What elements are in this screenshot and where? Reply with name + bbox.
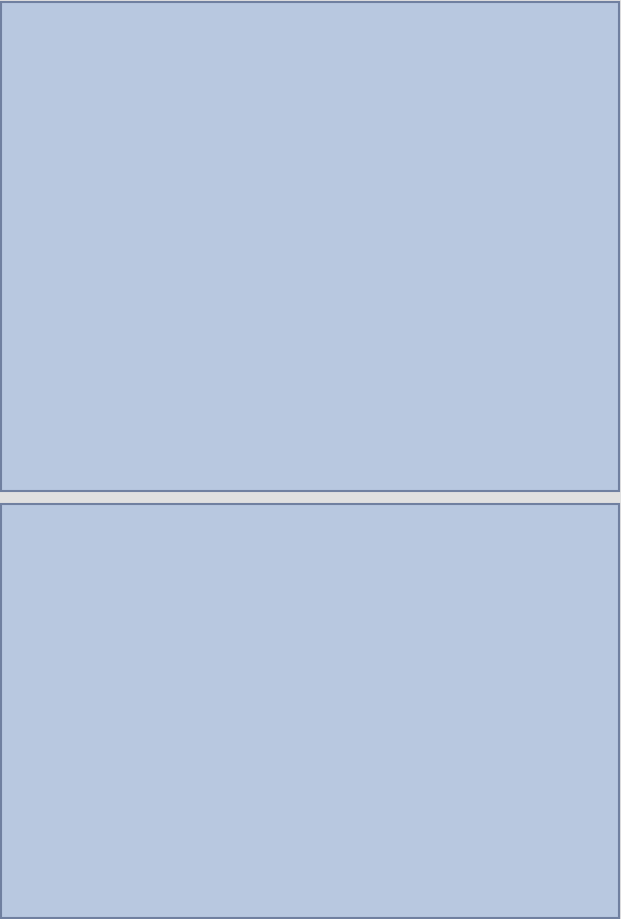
Text: 15. one –tailed ,σ is unknown, α = 0.025, n = 9: 15. one –tailed ,σ is unknown, α = 0.025… — [9, 874, 503, 893]
Text: Determine the critical value/s:: Determine the critical value/s: — [37, 22, 375, 42]
Text: 11. right –tailed ,σ is unknown, α = 0.005, n = 26: 11. right –tailed ,σ is unknown, α = 0.0… — [9, 693, 526, 712]
Text: 2. two –tailed ,$\alpha$ = 0.05, $n$ = 51: 2. two –tailed ,$\alpha$ = 0.05, $n$ = 5… — [16, 123, 473, 152]
FancyBboxPatch shape — [1, 2, 619, 491]
Text: Determine the critical value/s:: Determine the critical value/s: — [12, 512, 308, 531]
Text: 12. two –tailed ,σ is unknown, α = 0.025, n = 11: 12. two –tailed ,σ is unknown, α = 0.025… — [9, 738, 515, 758]
Text: 1. left –tailed , $\alpha$ = 0.025, $n$ = 48: 1. left –tailed , $\alpha$ = 0.025, $n$ … — [16, 62, 496, 90]
Text: 4. one –tailed ,$\alpha$ = 0.01, $n$ = 37: 4. one –tailed ,$\alpha$ = 0.01, $n$ = 3… — [16, 245, 474, 275]
Text: 5. two –tailed ,$\alpha$ = 0.01, $n$ = 41: 5. two –tailed ,$\alpha$ = 0.01, $n$ = 4… — [16, 307, 473, 336]
Text: 3. right –tailed ,$\alpha$ = 0.10, $n$ = 38: 3. right –tailed ,$\alpha$ = 0.10, $n$ =… — [16, 185, 489, 216]
FancyBboxPatch shape — [1, 505, 619, 918]
Text: 14. two –tailed ,σ is unknown, α = 0.10, n = 25: 14. two –tailed ,σ is unknown, α = 0.10,… — [9, 828, 502, 848]
Text: 10. one –tailed ,σ is unknown, α = 0.025, n = 21: 10. one –tailed ,σ is unknown, α = 0.025… — [9, 647, 516, 667]
Text: 7. right –tailed ,$\alpha$ = 0.01, $n$ = 39: 7. right –tailed ,$\alpha$ = 0.01, $n$ =… — [16, 430, 489, 462]
Text: 6. left –tailed ,$\alpha$ = 0.10, $n$ = 60: 6. left –tailed ,$\alpha$ = 0.10, $n$ = … — [16, 369, 468, 398]
Text: 8. one –tailed ,σ is unknown, α = 0.01, n = 15: 8. one –tailed ,σ is unknown, α = 0.01, … — [9, 557, 489, 577]
Text: 9. two –tailed ,σ is unknown, α = 0.05, n = 18: 9. two –tailed ,σ is unknown, α = 0.05, … — [9, 602, 489, 622]
Text: 13. left –tailed ,σ is unknown, α = 0.05, n = 23: 13. left –tailed ,σ is unknown, α = 0.05… — [9, 783, 498, 803]
